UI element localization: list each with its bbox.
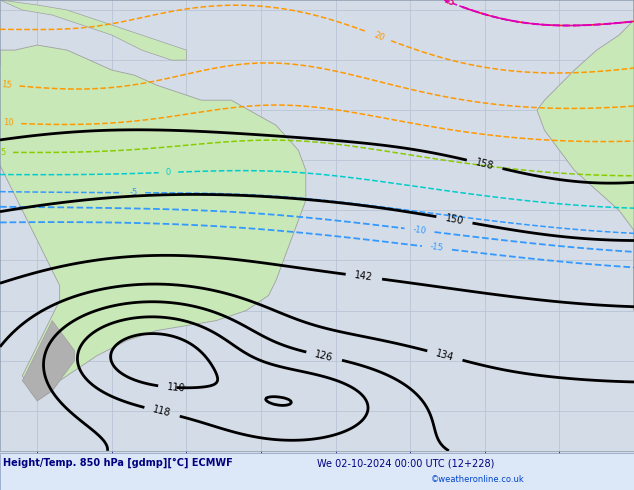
Text: 5: 5 (1, 148, 6, 157)
Text: 118: 118 (152, 405, 172, 419)
Text: -5: -5 (129, 188, 138, 197)
Text: -10: -10 (412, 225, 427, 236)
Text: ©weatheronline.co.uk: ©weatheronline.co.uk (431, 475, 525, 484)
Text: Height/Temp. 850 hPa [gdmp][°C] ECMWF: Height/Temp. 850 hPa [gdmp][°C] ECMWF (3, 458, 233, 468)
Text: 110: 110 (167, 382, 186, 393)
Text: 142: 142 (354, 270, 373, 283)
Text: 150: 150 (444, 213, 465, 226)
Polygon shape (0, 45, 306, 401)
Text: -15: -15 (430, 243, 444, 253)
Polygon shape (537, 0, 634, 311)
Text: 158: 158 (474, 157, 495, 171)
Text: 0: 0 (165, 168, 171, 177)
Text: 126: 126 (314, 349, 334, 363)
Text: 15: 15 (1, 80, 12, 90)
Text: 10: 10 (3, 119, 13, 128)
Text: 25: 25 (443, 0, 456, 8)
Polygon shape (22, 320, 75, 401)
Text: 25: 25 (443, 0, 456, 8)
Polygon shape (0, 0, 186, 60)
Text: 134: 134 (435, 348, 455, 363)
Text: We 02-10-2024 00:00 UTC (12+228): We 02-10-2024 00:00 UTC (12+228) (317, 458, 495, 468)
Text: 20: 20 (372, 30, 385, 42)
